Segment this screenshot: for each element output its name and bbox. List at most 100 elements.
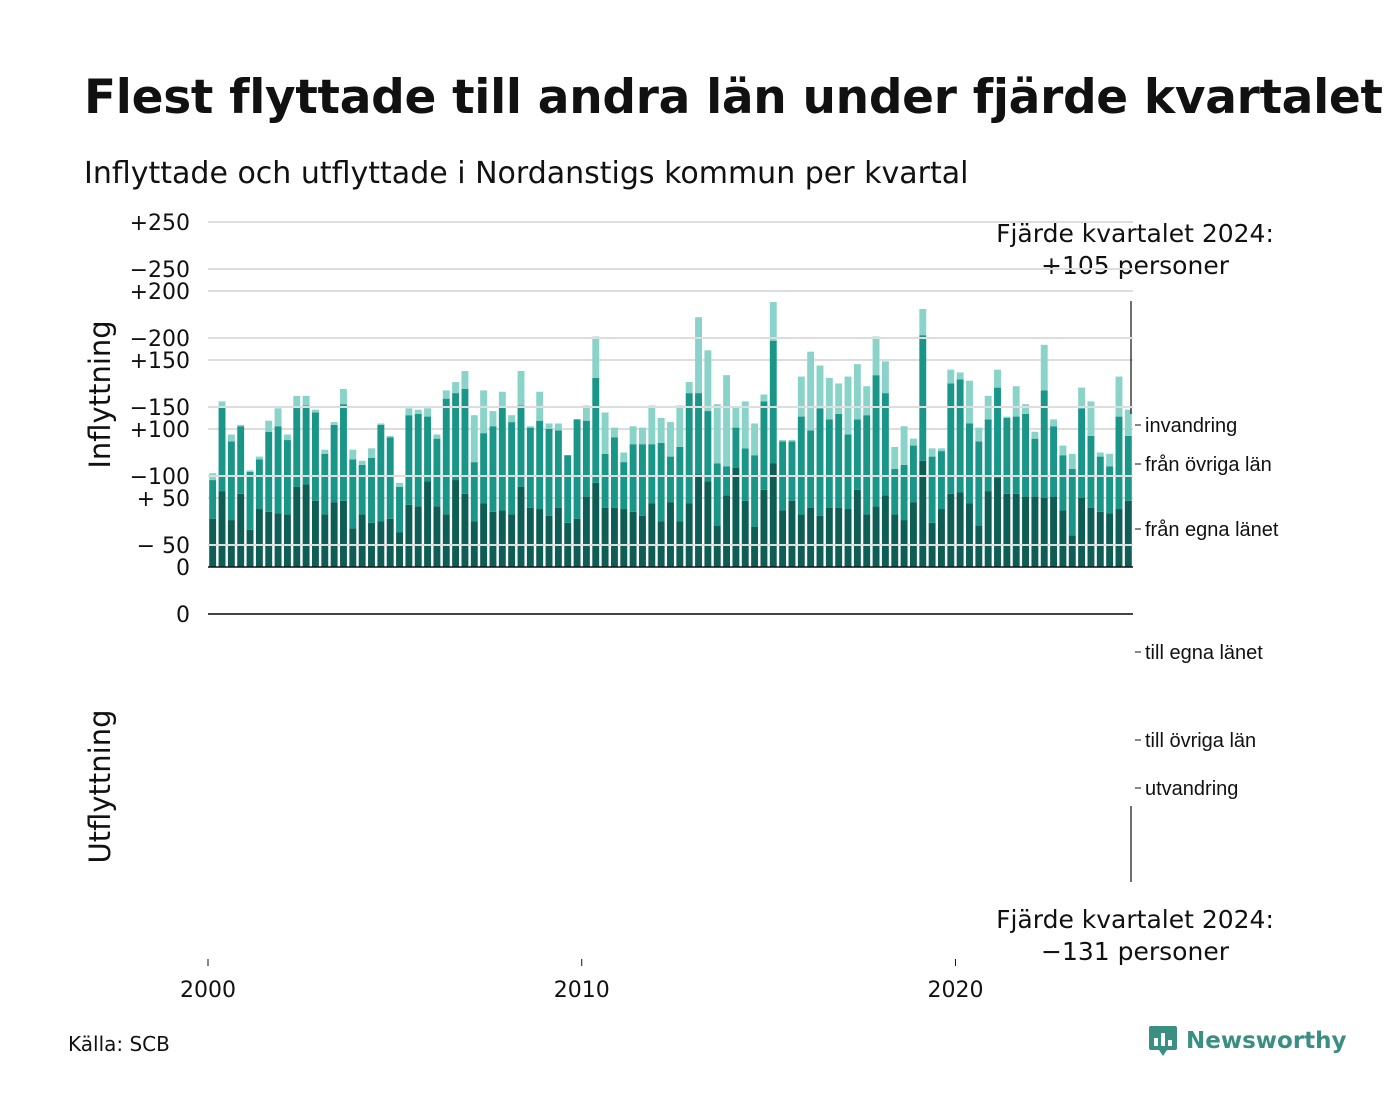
bar-in-1 bbox=[582, 420, 590, 497]
bar-in-1 bbox=[816, 408, 824, 516]
bar-in-1 bbox=[667, 456, 674, 503]
bar-in-1 bbox=[891, 469, 899, 515]
bar-in-0 bbox=[349, 528, 357, 567]
bar-in-1 bbox=[863, 415, 871, 515]
bar-in-0 bbox=[807, 507, 815, 567]
bar-in-0 bbox=[452, 480, 460, 567]
bar-in-2 bbox=[1050, 419, 1058, 427]
bar-in-0 bbox=[601, 507, 609, 567]
bar-in-2 bbox=[881, 361, 889, 394]
bar-in-1 bbox=[938, 451, 945, 510]
bar-in-2 bbox=[302, 395, 310, 406]
bar-in-1 bbox=[246, 471, 254, 530]
bar-in-1 bbox=[657, 442, 665, 522]
bar-in-1 bbox=[610, 437, 618, 508]
x-tick-label: 2000 bbox=[180, 978, 236, 1003]
brand-logo: Newsworthy bbox=[1148, 1024, 1347, 1058]
y-tick-label: +250 bbox=[130, 211, 190, 236]
bar-in-1 bbox=[676, 446, 684, 522]
bar-in-1 bbox=[1087, 435, 1095, 508]
bar-in-0 bbox=[863, 514, 871, 567]
bar-in-2 bbox=[1022, 404, 1029, 414]
bar-in-2 bbox=[835, 383, 843, 414]
bar-in-1 bbox=[227, 441, 235, 521]
bar-in-0 bbox=[526, 507, 534, 567]
bar-in-0 bbox=[1050, 496, 1058, 567]
bar-in-2 bbox=[405, 408, 413, 416]
bar-in-0 bbox=[358, 514, 366, 567]
bar-in-0 bbox=[909, 502, 917, 567]
series-label: till övriga län bbox=[1145, 730, 1256, 752]
bar-in-0 bbox=[274, 513, 282, 567]
bar-in-1 bbox=[788, 441, 796, 501]
bar-in-2 bbox=[610, 427, 618, 438]
bar-in-0 bbox=[629, 511, 637, 567]
bar-in-2 bbox=[732, 406, 740, 428]
chart-subtitle: Inflyttade och utflyttade i Nordanstigs … bbox=[84, 156, 969, 191]
bar-in-0 bbox=[508, 514, 516, 567]
bar-in-2 bbox=[265, 420, 273, 432]
bar-in-1 bbox=[760, 401, 768, 490]
bar-in-1 bbox=[704, 411, 712, 482]
bar-in-1 bbox=[872, 375, 880, 507]
axis-title: Utflyttning bbox=[83, 710, 117, 864]
bar-in-0 bbox=[1059, 510, 1067, 567]
bar-in-1 bbox=[517, 405, 525, 487]
bar-in-1 bbox=[386, 437, 394, 519]
chart-title: Flest flyttade till andra län under fjär… bbox=[84, 70, 1383, 125]
bar-in-1 bbox=[311, 412, 319, 501]
bar-in-2 bbox=[526, 426, 534, 428]
bar-in-0 bbox=[900, 520, 908, 567]
bar-in-1 bbox=[554, 430, 562, 508]
bar-in-2 bbox=[293, 395, 301, 407]
bar-in-0 bbox=[414, 506, 422, 567]
bar-in-0 bbox=[788, 500, 796, 567]
bar-in-2 bbox=[321, 449, 329, 454]
bar-in-0 bbox=[592, 482, 600, 567]
bar-in-0 bbox=[816, 515, 824, 567]
bar-in-1 bbox=[947, 383, 955, 494]
bar-in-0 bbox=[1012, 493, 1020, 567]
bar-in-2 bbox=[554, 423, 562, 431]
bar-in-1 bbox=[807, 430, 815, 508]
bar-in-2 bbox=[891, 446, 899, 470]
bar-in-2 bbox=[452, 382, 460, 394]
y-tick-label: − 50 bbox=[137, 534, 190, 559]
bar-in-2 bbox=[368, 448, 375, 458]
bar-in-1 bbox=[321, 453, 329, 515]
bar-in-1 bbox=[732, 427, 740, 468]
bar-in-1 bbox=[835, 413, 843, 508]
bar-in-0 bbox=[872, 506, 880, 567]
bar-in-0 bbox=[610, 507, 618, 567]
bar-in-2 bbox=[424, 408, 432, 417]
bar-in-1 bbox=[283, 440, 291, 515]
bar-in-1 bbox=[919, 335, 927, 461]
series-label: från egna länet bbox=[1145, 519, 1279, 541]
y-tick-label: +200 bbox=[130, 280, 190, 305]
bar-in-0 bbox=[938, 509, 945, 567]
bar-in-0 bbox=[330, 502, 338, 567]
bar-in-1 bbox=[218, 406, 226, 492]
bar-in-0 bbox=[769, 463, 777, 567]
bar-in-0 bbox=[573, 518, 581, 567]
bar-in-0 bbox=[237, 493, 245, 567]
bar-in-1 bbox=[461, 388, 469, 494]
bar-in-0 bbox=[545, 515, 553, 567]
bar-in-1 bbox=[414, 413, 422, 507]
bar-in-1 bbox=[975, 441, 983, 526]
bar-in-1 bbox=[966, 423, 973, 504]
bar-in-2 bbox=[601, 412, 609, 454]
bar-in-1 bbox=[302, 405, 310, 485]
bar-in-2 bbox=[1068, 453, 1076, 470]
bar-in-0 bbox=[340, 500, 347, 567]
bar-in-2 bbox=[1059, 445, 1067, 456]
bar-in-0 bbox=[966, 503, 973, 567]
bar-in-1 bbox=[433, 438, 441, 507]
bar-in-0 bbox=[891, 514, 899, 567]
bar-in-2 bbox=[517, 371, 525, 406]
series-label: invandring bbox=[1145, 415, 1237, 437]
bar-in-0 bbox=[1124, 500, 1132, 567]
bar-in-0 bbox=[1087, 507, 1095, 567]
y-tick-label: −150 bbox=[130, 396, 190, 421]
